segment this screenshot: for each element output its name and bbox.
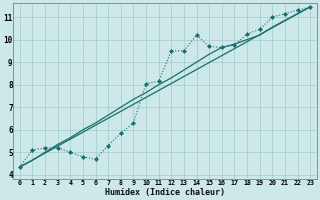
- X-axis label: Humidex (Indice chaleur): Humidex (Indice chaleur): [105, 188, 225, 197]
